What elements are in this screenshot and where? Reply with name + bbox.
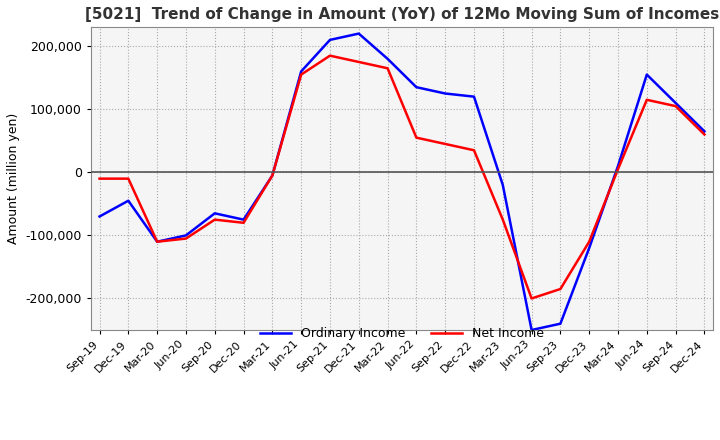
Ordinary Income <box>412 84 420 90</box>
Ordinary Income <box>268 173 276 178</box>
Ordinary Income <box>383 56 392 62</box>
Net Income <box>153 239 161 244</box>
Net Income <box>210 217 219 222</box>
Net Income <box>700 132 708 137</box>
Ordinary Income <box>239 217 248 222</box>
Net Income <box>642 97 651 103</box>
Ordinary Income <box>297 69 305 74</box>
Ordinary Income <box>527 327 536 333</box>
Net Income <box>585 239 593 244</box>
Net Income <box>95 176 104 181</box>
Ordinary Income <box>181 233 190 238</box>
Ordinary Income <box>325 37 334 43</box>
Title: [5021]  Trend of Change in Amount (YoY) of 12Mo Moving Sum of Incomes: [5021] Trend of Change in Amount (YoY) o… <box>85 7 719 22</box>
Net Income <box>354 59 363 65</box>
Ordinary Income <box>585 246 593 251</box>
Net Income <box>527 296 536 301</box>
Ordinary Income <box>613 163 622 169</box>
Ordinary Income <box>700 128 708 134</box>
Net Income <box>412 135 420 140</box>
Net Income <box>297 72 305 77</box>
Net Income <box>613 166 622 172</box>
Legend: Ordinary Income, Net Income: Ordinary Income, Net Income <box>255 322 549 345</box>
Ordinary Income <box>95 214 104 219</box>
Ordinary Income <box>210 211 219 216</box>
Net Income <box>383 66 392 71</box>
Net Income <box>239 220 248 225</box>
Ordinary Income <box>469 94 478 99</box>
Net Income <box>498 217 507 222</box>
Y-axis label: Amount (million yen): Amount (million yen) <box>7 113 20 244</box>
Ordinary Income <box>671 100 680 106</box>
Ordinary Income <box>441 91 449 96</box>
Ordinary Income <box>556 321 564 326</box>
Net Income <box>556 286 564 292</box>
Net Income <box>469 147 478 153</box>
Line: Net Income: Net Income <box>99 55 704 298</box>
Ordinary Income <box>153 239 161 244</box>
Net Income <box>268 173 276 178</box>
Ordinary Income <box>498 182 507 187</box>
Ordinary Income <box>124 198 132 203</box>
Line: Ordinary Income: Ordinary Income <box>99 33 704 330</box>
Ordinary Income <box>354 31 363 36</box>
Ordinary Income <box>642 72 651 77</box>
Net Income <box>325 53 334 58</box>
Net Income <box>671 103 680 109</box>
Net Income <box>124 176 132 181</box>
Net Income <box>441 141 449 147</box>
Net Income <box>181 236 190 241</box>
